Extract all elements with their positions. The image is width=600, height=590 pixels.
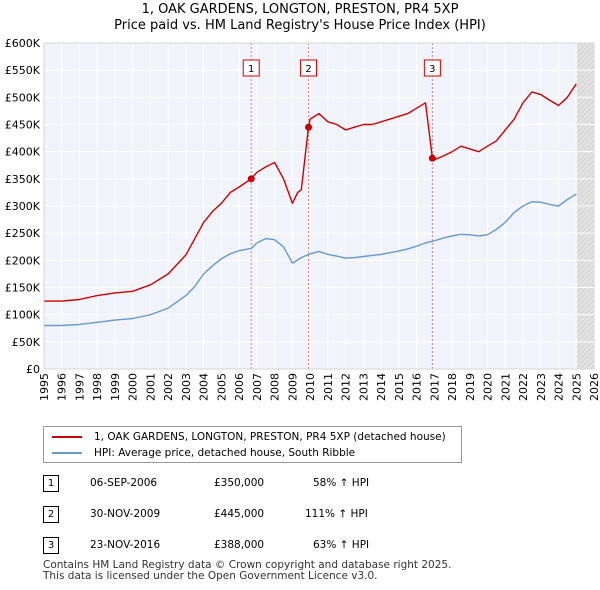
y-tick-label: £200K [5,254,41,267]
price-chart: 1, OAK GARDENS, LONGTON, PRESTON, PR4 5X… [5,2,600,401]
y-tick-label: £50K [12,336,41,349]
transaction-number: 1 [43,475,59,492]
x-tick-label: 2019 [464,373,477,401]
x-tick-label: 2007 [251,373,264,401]
x-tick-label: 2020 [482,373,495,401]
y-tick-label: £400K [5,146,41,159]
hpi-line [44,193,577,327]
x-tick-label: 2003 [180,373,193,401]
sale-label-box [300,59,318,77]
x-tick-label: 2006 [233,373,246,401]
y-tick-label: £600K [5,37,41,50]
plot-frame [43,42,595,370]
legend-label-property: 1, OAK GARDENS, LONGTON, PRESTON, PR4 5X… [94,431,446,443]
x-tick-label: 2017 [428,373,441,401]
y-tick-label: £550K [5,64,41,77]
transaction-hpi: 58% ↑ HPI [313,477,370,489]
x-tick-label: 2009 [286,373,299,401]
legend-label-hpi: HPI: Average price, detached house, Sout… [94,447,356,459]
y-tick-label: £350K [5,173,41,186]
legend-item-hpi: HPI: Average price, detached house, Sout… [52,445,355,461]
sale-label: 1 [248,64,254,75]
x-tick-label: 2022 [517,373,530,401]
x-tick-label: 1997 [73,373,86,401]
footer: Contains HM Land Registry data © Crown c… [43,560,451,582]
x-tick-label: 1995 [38,373,51,401]
transaction-hpi: 63% ↑ HPI [313,539,370,551]
chart-subtitle: Price paid vs. HM Land Registry's House … [114,18,486,33]
y-tick-label: £100K [5,309,41,322]
sale-point [305,123,313,131]
x-tick-label: 2016 [411,373,424,401]
sale-label-box [242,59,260,77]
legend-item-property: 1, OAK GARDENS, LONGTON, PRESTON, PR4 5X… [52,429,446,445]
x-tick-label: 2012 [340,373,353,401]
x-tick-label: 2025 [570,373,583,401]
legend-swatch-hpi [52,452,82,454]
y-tick-label: £250K [5,227,41,240]
legend: 1, OAK GARDENS, LONGTON, PRESTON, PR4 5X… [43,426,462,463]
x-tick-label: 1998 [91,373,104,401]
y-tick-label: £450K [5,119,41,132]
x-tick-label: 2008 [269,373,282,401]
footer-copyright: Contains HM Land Registry data © Crown c… [43,559,452,571]
x-tick-label: 2000 [127,373,140,401]
x-tick-label: 2010 [304,373,317,401]
y-tick-label: £0 [26,363,40,376]
sale-label-box [423,59,441,77]
sale-point [247,175,255,183]
x-tick-label: 2021 [499,373,512,401]
transaction-price: £445,000 [214,508,265,520]
footer-licence: This data is licensed under the Open Gov… [43,570,378,582]
property-price-line [44,83,577,302]
x-tick-label: 2013 [357,373,370,401]
x-tick-label: 2002 [162,373,175,401]
x-tick-label: 2004 [198,373,211,401]
chart-title: 1, OAK GARDENS, LONGTON, PRESTON, PR4 5X… [142,2,459,17]
transaction-price: £388,000 [214,539,265,551]
transaction-hpi: 111% ↑ HPI [305,508,368,520]
y-tick-label: £150K [5,282,41,295]
transaction-number: 3 [43,537,59,554]
y-tick-label: £300K [5,200,41,213]
transaction-date: 06-SEP-2006 [90,477,158,489]
x-tick-label: 2026 [588,373,600,401]
transaction-date: 30-NOV-2009 [90,508,161,520]
x-tick-label: 2011 [322,373,335,401]
x-tick-label: 2015 [393,373,406,401]
x-tick-label: 2014 [375,373,388,401]
x-tick-label: 2018 [446,373,459,401]
sale-point [428,154,436,162]
x-tick-label: 2023 [535,373,548,401]
transaction-number: 2 [43,506,59,523]
x-tick-label: 2024 [553,373,566,401]
transaction-date: 23-NOV-2016 [90,539,161,551]
sale-label: 3 [429,64,435,75]
sale-label: 2 [305,64,311,75]
legend-swatch-property [52,436,82,438]
x-tick-label: 2005 [215,373,228,401]
x-tick-label: 1996 [56,373,69,401]
transaction-price: £350,000 [214,477,265,489]
hatch-mask-right [594,41,600,371]
x-tick-label: 2001 [144,373,157,401]
x-tick-label: 1999 [109,373,122,401]
y-tick-label: £500K [5,91,41,104]
